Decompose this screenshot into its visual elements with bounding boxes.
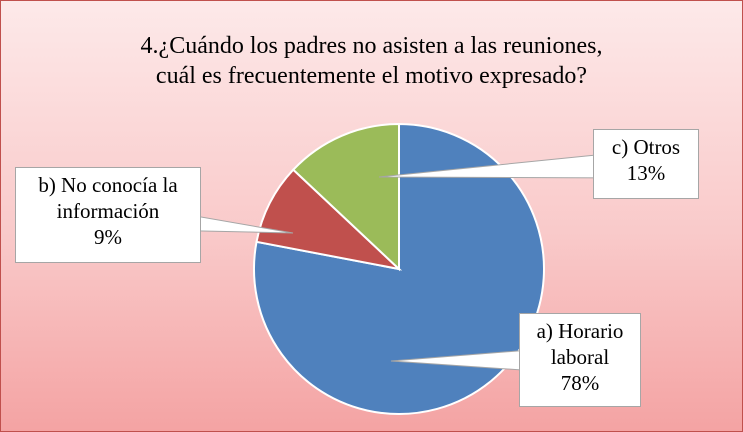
data-label: c) Otros 13% xyxy=(593,129,699,199)
pie-slice xyxy=(291,122,400,272)
pie-slice xyxy=(255,168,403,271)
category-label: b) No conocía la información xyxy=(38,173,178,223)
data-label: a) Horario laboral 78% xyxy=(519,313,641,407)
value-label: 13% xyxy=(626,161,666,185)
title-line: 4.¿Cuándo los padres no asisten a las re… xyxy=(140,33,603,59)
value-label: 9% xyxy=(94,225,122,249)
category-label: c) Otros xyxy=(611,135,681,159)
chart-title: 4.¿Cuándo los padres no asisten a las re… xyxy=(1,31,742,91)
category-label: a) Horario laboral xyxy=(536,319,624,369)
title-line: cuál es frecuentemente el motivo expresa… xyxy=(155,63,588,89)
value-label: 78% xyxy=(560,371,600,395)
data-label: b) No conocía la información 9% xyxy=(15,167,201,263)
